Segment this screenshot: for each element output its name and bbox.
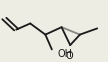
Text: O: O — [66, 51, 73, 61]
Text: OH: OH — [58, 49, 73, 59]
